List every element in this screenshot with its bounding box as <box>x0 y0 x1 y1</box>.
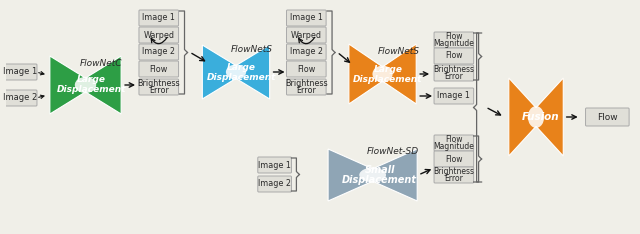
FancyBboxPatch shape <box>434 88 474 104</box>
Text: Warped: Warped <box>143 30 174 40</box>
Text: FlowNetS: FlowNetS <box>231 45 273 55</box>
FancyBboxPatch shape <box>287 10 326 26</box>
FancyBboxPatch shape <box>434 135 474 151</box>
Text: Brightness: Brightness <box>138 79 180 88</box>
FancyBboxPatch shape <box>287 61 326 77</box>
Text: Error: Error <box>149 86 169 95</box>
Text: Displacement: Displacement <box>353 74 422 84</box>
Polygon shape <box>509 78 563 156</box>
FancyBboxPatch shape <box>434 151 474 167</box>
Text: FlowNetS: FlowNetS <box>378 48 419 56</box>
Text: Image 1: Image 1 <box>142 14 175 22</box>
FancyBboxPatch shape <box>139 27 179 43</box>
FancyBboxPatch shape <box>287 79 326 95</box>
Text: Flow: Flow <box>445 135 463 144</box>
Text: Large: Large <box>373 65 403 73</box>
Text: Flow: Flow <box>297 65 316 73</box>
Text: Image 1: Image 1 <box>258 161 291 169</box>
Text: Image 1: Image 1 <box>3 67 37 77</box>
Text: Flow: Flow <box>150 65 168 73</box>
Text: Magnitude: Magnitude <box>433 142 474 151</box>
Ellipse shape <box>226 64 246 80</box>
Text: Magnitude: Magnitude <box>433 39 474 48</box>
Text: Flow: Flow <box>597 113 618 121</box>
Ellipse shape <box>372 66 393 82</box>
FancyBboxPatch shape <box>434 32 474 48</box>
Text: Displacement: Displacement <box>342 175 417 185</box>
Text: Fusion: Fusion <box>522 112 559 122</box>
FancyBboxPatch shape <box>287 44 326 60</box>
Text: Flow: Flow <box>445 32 463 41</box>
FancyBboxPatch shape <box>434 65 474 81</box>
Text: Brightness: Brightness <box>285 79 328 88</box>
Text: Image 2: Image 2 <box>3 94 37 102</box>
Text: FlowNetC: FlowNetC <box>80 59 123 69</box>
Polygon shape <box>349 44 416 104</box>
FancyBboxPatch shape <box>3 90 37 106</box>
Text: FlowNet-SD: FlowNet-SD <box>366 147 419 157</box>
FancyBboxPatch shape <box>139 79 179 95</box>
Text: Brightness: Brightness <box>433 65 474 74</box>
Text: Warped: Warped <box>291 30 322 40</box>
FancyBboxPatch shape <box>3 64 37 80</box>
FancyBboxPatch shape <box>139 44 179 60</box>
FancyBboxPatch shape <box>434 48 474 64</box>
Text: Image 2: Image 2 <box>258 179 291 189</box>
FancyBboxPatch shape <box>139 10 179 26</box>
Text: Flow: Flow <box>445 51 463 61</box>
Polygon shape <box>202 45 269 99</box>
Text: Large: Large <box>77 76 106 84</box>
Text: Error: Error <box>444 174 463 183</box>
Ellipse shape <box>359 168 386 182</box>
Text: Image 2: Image 2 <box>142 48 175 56</box>
Text: Large: Large <box>227 62 256 72</box>
Text: Error: Error <box>296 86 316 95</box>
FancyBboxPatch shape <box>258 157 291 173</box>
Text: Brightness: Brightness <box>433 167 474 176</box>
Ellipse shape <box>75 77 96 93</box>
Ellipse shape <box>528 106 544 128</box>
Text: Displacement: Displacement <box>207 73 276 81</box>
Text: Displacement: Displacement <box>56 85 126 95</box>
Text: Image 2: Image 2 <box>290 48 323 56</box>
Text: Flow: Flow <box>445 154 463 164</box>
Text: Image 1: Image 1 <box>290 14 323 22</box>
Polygon shape <box>328 149 417 201</box>
FancyBboxPatch shape <box>139 61 179 77</box>
FancyBboxPatch shape <box>258 176 291 192</box>
Polygon shape <box>50 56 121 114</box>
FancyBboxPatch shape <box>287 27 326 43</box>
Text: Small: Small <box>365 165 395 175</box>
Text: Image 1: Image 1 <box>437 91 470 100</box>
FancyBboxPatch shape <box>434 167 474 183</box>
Text: Error: Error <box>444 72 463 81</box>
FancyBboxPatch shape <box>586 108 629 126</box>
